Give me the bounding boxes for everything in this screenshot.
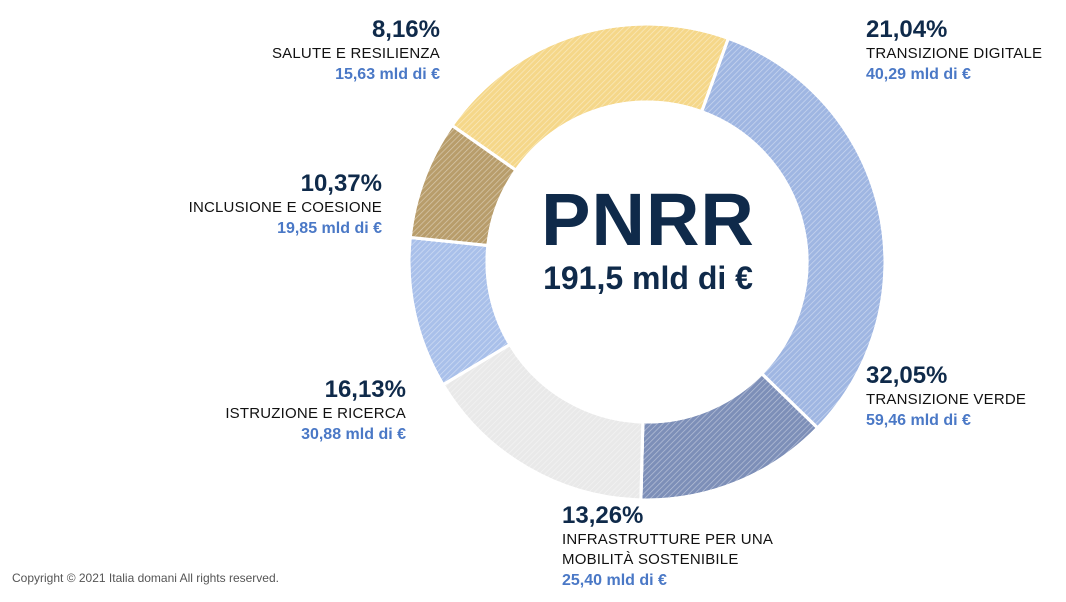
label-istruzione-ricerca: 16,13% ISTRUZIONE E RICERCA 30,88 mld di…	[170, 376, 406, 446]
slice-percentage: 10,37%	[300, 170, 382, 197]
slice-name-line-1: INFRASTRUTTURE PER UNA	[562, 531, 774, 548]
slice-name: INCLUSIONE E COESIONE	[188, 199, 382, 216]
slice-amount: 15,63 mld di €	[335, 66, 440, 83]
slice-amount: 25,40 mld di €	[562, 572, 667, 589]
slice-percentage: 8,16%	[371, 16, 440, 43]
slice-name-line-2: MOBILITÀ SOSTENIBILE	[562, 551, 739, 568]
slice-name: ISTRUZIONE E RICERCA	[225, 405, 406, 422]
label-salute-resilienza: 8,16% SALUTE E RESILIENZA 15,63 mld di €	[210, 16, 440, 86]
label-inclusione-coesione: 10,37% INCLUSIONE E COESIONE 19,85 mld d…	[130, 170, 382, 240]
slice-percentage: 32,05%	[866, 362, 948, 389]
slice-name: TRANSIZIONE DIGITALE	[866, 45, 1043, 62]
copyright-notice: Copyright © 2021 Italia domani All right…	[12, 571, 279, 585]
slice-name: SALUTE E RESILIENZA	[271, 45, 440, 62]
donut-slice-hatch-0	[449, 22, 731, 173]
chart-center-title: PNRR	[541, 178, 755, 261]
slice-percentage: 13,26%	[562, 502, 644, 529]
donut-slice-hatch-1	[699, 36, 887, 431]
slice-amount: 30,88 mld di €	[301, 426, 406, 443]
slice-amount: 40,29 mld di €	[866, 66, 971, 83]
slice-percentage: 21,04%	[866, 16, 948, 43]
label-transizione-digitale: 21,04% TRANSIZIONE DIGITALE 40,29 mld di…	[866, 16, 1042, 86]
chart-center-subtitle: 191,5 mld di €	[543, 260, 753, 296]
label-infrastrutture-mobilita: 13,26% INFRASTRUTTURE PER UNA MOBILITÀ S…	[562, 502, 773, 592]
slice-percentage: 16,13%	[324, 376, 406, 403]
label-transizione-verde: 32,05% TRANSIZIONE VERDE 59,46 mld di €	[866, 362, 1026, 432]
slice-amount: 59,46 mld di €	[866, 412, 971, 429]
slice-name: TRANSIZIONE VERDE	[866, 391, 1027, 408]
slice-amount: 19,85 mld di €	[277, 220, 382, 237]
donut-slice-hatch-5	[408, 123, 519, 248]
